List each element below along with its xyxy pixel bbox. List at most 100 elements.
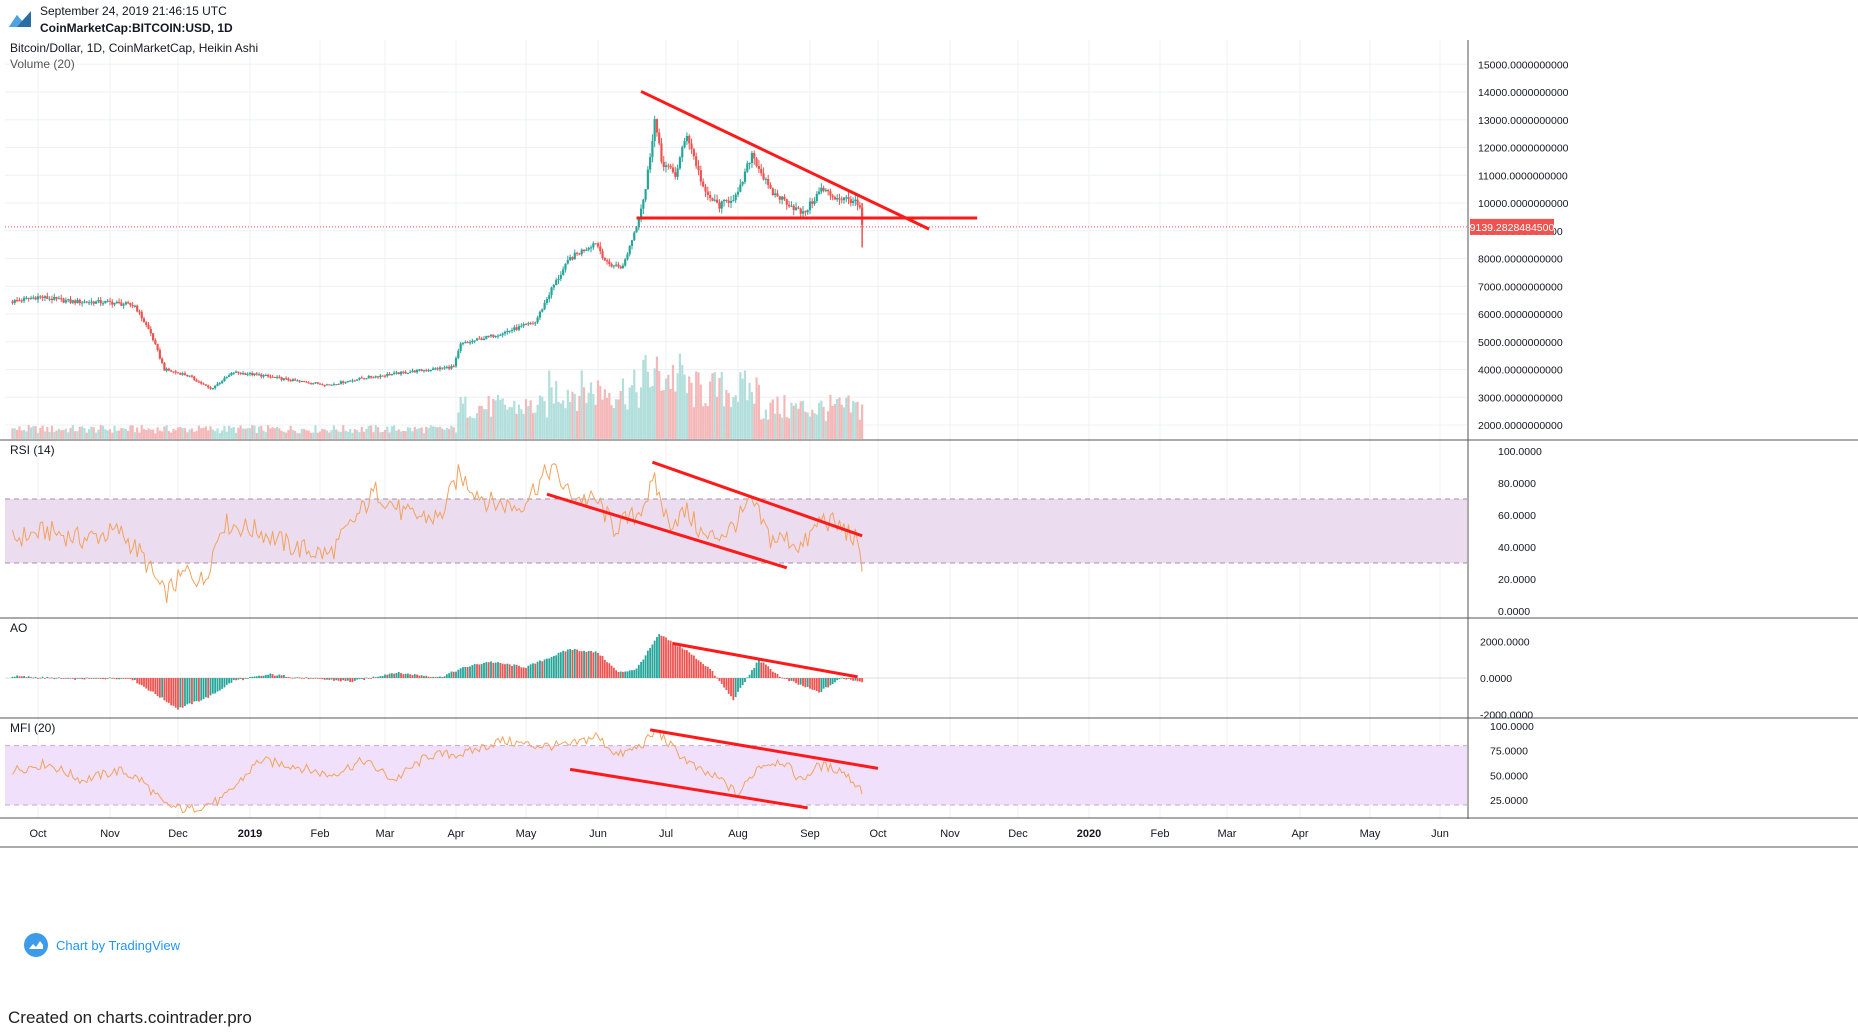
volume-bar: [646, 371, 649, 439]
candle-body: [406, 372, 410, 374]
candle-body: [92, 301, 95, 304]
volume-bar: [136, 427, 139, 439]
ao-bar: [601, 655, 604, 678]
volume-bar: [557, 401, 560, 439]
volume-bar: [575, 411, 579, 439]
volume-bar: [688, 376, 691, 439]
ao-bar: [552, 655, 555, 678]
ao-bar: [321, 678, 324, 680]
volume-bar: [156, 427, 159, 439]
volume-bar: [612, 408, 615, 439]
volume-bar: [760, 419, 763, 439]
ao-bar: [423, 675, 425, 678]
volume-bar: [57, 428, 61, 439]
candle-body: [386, 374, 389, 376]
rsi-pane-title: RSI (14): [10, 443, 55, 457]
price-axis-tick: 5000.0000000000: [1478, 337, 1563, 349]
volume-bar: [757, 384, 761, 439]
volume-bar: [815, 414, 818, 439]
candle-body: [621, 265, 625, 269]
ao-bar: [713, 675, 716, 678]
rsi-trendline-lower: [546, 492, 788, 570]
ao-bar: [429, 677, 432, 678]
candle-body: [695, 156, 698, 167]
tradingview-badge[interactable]: Chart by TradingView: [20, 932, 187, 958]
volume-bar: [482, 409, 486, 439]
footer-credit: Created on charts.cointrader.pro: [8, 1008, 252, 1027]
candle-body: [557, 278, 560, 281]
candle-body: [305, 381, 308, 383]
candle-body: [106, 300, 109, 302]
volume-bar: [232, 427, 235, 439]
volume-bar: [325, 430, 329, 439]
candle-body: [508, 330, 511, 332]
ao-bar: [471, 665, 474, 678]
volume-bar: [683, 374, 686, 439]
candle-body: [615, 264, 618, 266]
price-axis-tick: 7000.0000000000: [1478, 281, 1563, 293]
ao-bar: [161, 678, 164, 698]
ao-bar: [702, 664, 705, 678]
candle-body: [188, 375, 191, 377]
ao-bar: [147, 678, 150, 691]
candle-body: [101, 303, 105, 305]
candle-body: [209, 387, 212, 389]
candle-body: [395, 372, 398, 374]
ao-bar: [149, 678, 152, 692]
candle-body: [697, 166, 700, 171]
candle-body: [434, 368, 437, 370]
candle-body: [838, 198, 841, 200]
candle-body: [501, 333, 504, 336]
ao-pane-title: AO: [10, 621, 27, 635]
ao-bar: [204, 678, 207, 698]
candle-body: [711, 198, 714, 201]
volume-bar: [318, 431, 322, 439]
candle-body: [11, 301, 14, 303]
ao-bar: [644, 655, 647, 678]
volume-label: Volume (20): [10, 57, 75, 71]
candle-body: [367, 375, 370, 379]
candle-body: [239, 372, 242, 374]
candle-body: [358, 377, 361, 380]
ao-bar: [163, 678, 166, 701]
ao-bar: [27, 676, 30, 678]
ao-bar: [466, 667, 469, 678]
ao-bar: [74, 678, 77, 680]
volume-bar: [601, 399, 604, 439]
volume-bar: [608, 392, 611, 439]
ao-bar: [41, 676, 44, 678]
ao-bar: [608, 663, 611, 678]
rsi-trendline-upper: [651, 460, 863, 538]
volume-bar: [353, 429, 356, 439]
candle-body: [836, 198, 839, 200]
ao-bar: [69, 677, 72, 679]
time-axis-tick: Dec: [1008, 828, 1028, 840]
ao-bar: [513, 664, 516, 678]
candle-body: [741, 181, 744, 185]
volume-bar: [487, 395, 490, 439]
volume-bar: [158, 430, 161, 439]
candle-body: [193, 376, 196, 380]
volume-bar: [321, 428, 324, 439]
volume-bar: [427, 428, 430, 439]
volume-bar: [801, 400, 805, 439]
ao-bar: [861, 678, 864, 683]
candle-body: [820, 187, 823, 192]
volume-bar: [230, 427, 233, 439]
candle-body: [411, 370, 414, 372]
volume-bar: [605, 397, 609, 439]
candle-body: [149, 329, 152, 334]
volume-bar: [418, 428, 421, 439]
volume-bar: [510, 407, 514, 439]
time-axis-tick: Aug: [728, 828, 748, 840]
candle-body: [529, 323, 532, 325]
ao-bar: [764, 664, 767, 678]
ao-bar: [748, 674, 751, 678]
volume-bar: [541, 396, 544, 439]
volume-bar: [253, 425, 256, 439]
candle-body: [552, 285, 555, 288]
volume-bar: [552, 403, 555, 439]
ao-bar: [497, 662, 499, 678]
volume-bar: [649, 387, 652, 439]
chart-area[interactable]: 15000.0000000000 14000.0000000000 13000.00…: [0, 38, 1858, 1000]
